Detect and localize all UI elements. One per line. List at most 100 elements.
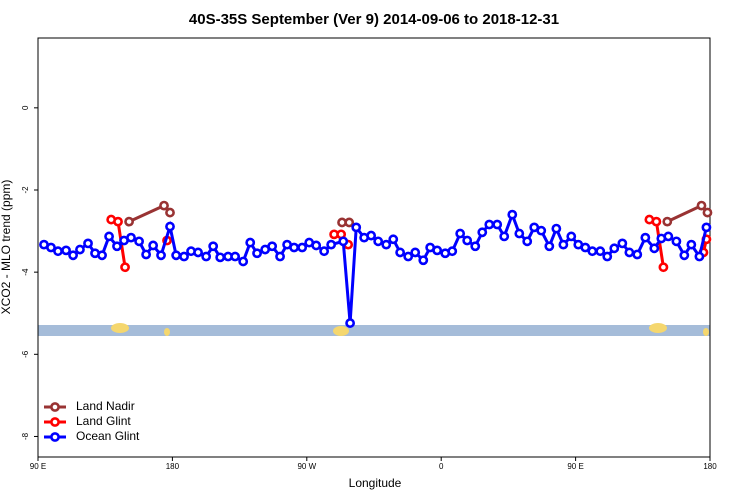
x-axis-label: Longitude — [349, 476, 402, 490]
plot-frame — [37, 37, 711, 458]
point — [165, 221, 175, 232]
y-tick-label: -2 — [21, 186, 30, 194]
point — [381, 239, 392, 250]
point — [238, 256, 249, 267]
point — [388, 234, 399, 245]
point — [297, 242, 308, 253]
point — [649, 243, 660, 254]
legend-label: Land Nadir — [76, 399, 135, 413]
point — [662, 216, 673, 227]
point — [696, 200, 707, 211]
point — [624, 247, 635, 258]
point — [544, 241, 555, 252]
point — [507, 209, 518, 220]
point — [193, 247, 203, 258]
point — [215, 252, 226, 263]
point — [252, 248, 262, 259]
point — [171, 250, 182, 261]
point — [462, 235, 473, 246]
point — [148, 240, 159, 251]
point — [120, 262, 130, 273]
point — [311, 240, 322, 251]
point — [97, 250, 107, 261]
point — [338, 236, 349, 247]
point — [275, 251, 285, 262]
point — [113, 216, 123, 227]
point — [126, 232, 136, 243]
point — [68, 250, 78, 261]
point — [156, 250, 166, 261]
point — [104, 231, 114, 242]
point — [484, 219, 495, 230]
point — [587, 246, 598, 257]
point — [289, 242, 300, 253]
point — [492, 219, 503, 230]
point — [595, 246, 606, 257]
point — [124, 216, 134, 227]
legend-marker — [50, 432, 60, 442]
point — [447, 246, 458, 257]
point — [410, 247, 421, 258]
point — [514, 228, 525, 239]
land-blob — [703, 328, 709, 336]
point — [558, 239, 569, 250]
point — [319, 246, 330, 257]
y-tick-label: -8 — [21, 432, 30, 440]
point — [499, 231, 510, 242]
point — [61, 245, 71, 256]
land-blob — [164, 328, 170, 336]
point — [702, 207, 713, 218]
point — [694, 251, 705, 262]
point — [455, 228, 466, 239]
legend-label: Land Glint — [76, 414, 131, 428]
x-tick-label: 180 — [703, 462, 717, 471]
point — [46, 242, 56, 253]
x-tick-label: 180 — [166, 462, 180, 471]
point — [83, 238, 93, 249]
point — [208, 241, 219, 252]
x-tick-label: 90 E — [567, 462, 583, 471]
point — [159, 200, 169, 211]
point — [366, 230, 377, 241]
y-tick-label: 0 — [21, 105, 30, 110]
point — [418, 255, 429, 266]
legend-label: Ocean Glint — [76, 429, 140, 443]
point — [536, 225, 547, 236]
land-blob — [333, 326, 349, 336]
point — [701, 222, 712, 233]
ocean-band — [38, 325, 710, 336]
point — [179, 251, 189, 262]
point — [522, 236, 533, 247]
point — [617, 238, 628, 249]
point — [686, 239, 697, 250]
point — [267, 241, 278, 252]
point — [609, 243, 620, 254]
point — [351, 222, 362, 233]
point — [477, 227, 488, 238]
land-blob — [649, 323, 667, 333]
point — [345, 318, 356, 328]
point — [602, 251, 613, 262]
legend-marker — [50, 417, 60, 427]
y-axis-label: XCO2 - MLO trend (ppm) — [0, 180, 13, 315]
x-tick-label: 90 E — [30, 462, 46, 471]
point — [658, 262, 669, 273]
point — [112, 241, 122, 252]
point — [75, 244, 85, 255]
point — [344, 217, 355, 228]
point — [632, 249, 643, 260]
point — [651, 216, 662, 227]
point — [230, 251, 241, 262]
x-tick-label: 0 — [439, 462, 444, 471]
point — [141, 249, 152, 260]
point — [395, 247, 406, 258]
point — [663, 231, 674, 242]
land-blob — [111, 323, 129, 333]
point — [580, 242, 591, 253]
y-tick-label: -4 — [21, 268, 30, 276]
chart-title: 40S-35S September (Ver 9) 2014-09-06 to … — [189, 11, 559, 28]
point — [373, 236, 384, 247]
point — [403, 251, 414, 262]
